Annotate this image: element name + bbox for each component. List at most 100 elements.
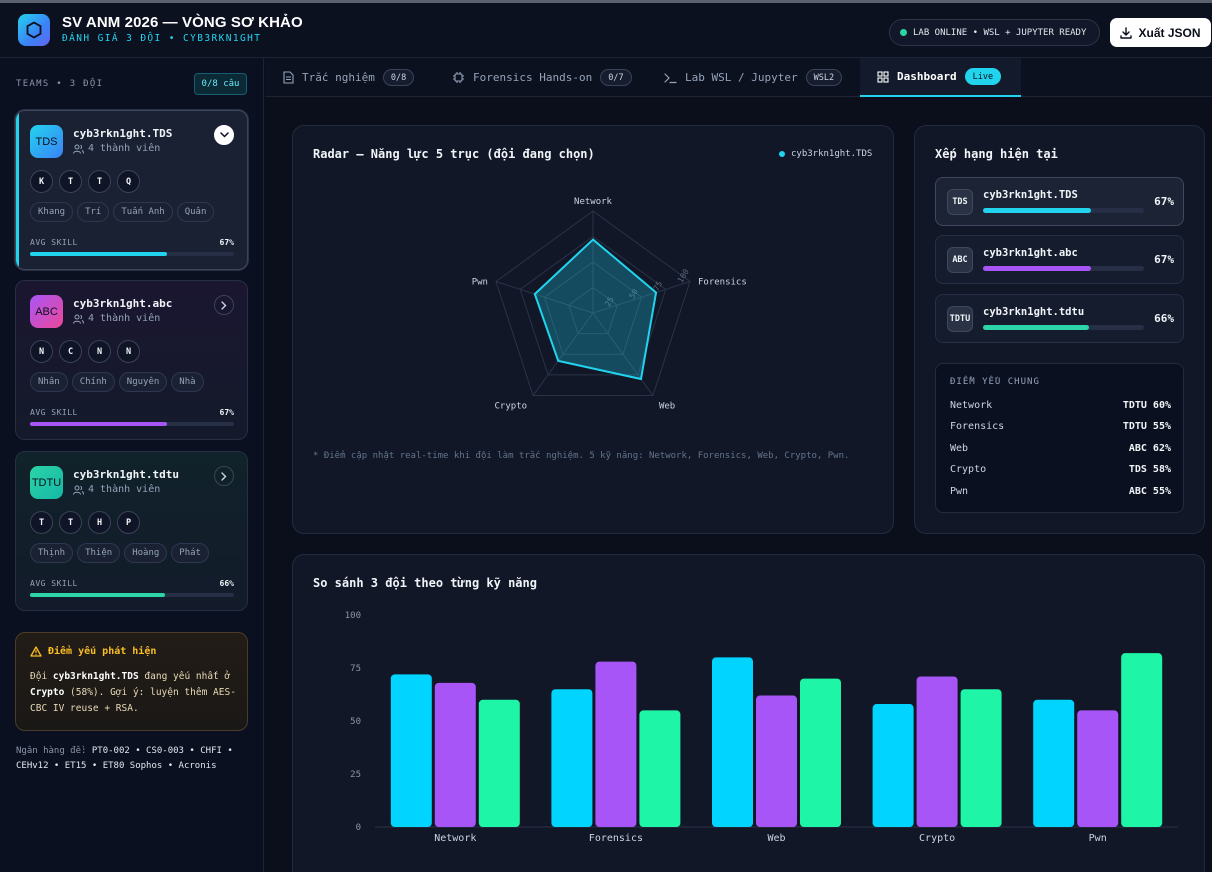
- bar: [1121, 653, 1163, 827]
- compare-title: So sánh 3 đội theo từng kỹ năng: [313, 576, 537, 590]
- alert-middle: đang yếu nhất ở: [138, 671, 231, 682]
- rank-percent: 67%: [1154, 253, 1174, 266]
- rank-progress-fill: [983, 208, 1091, 213]
- weakness-skill: Forensics: [950, 421, 1005, 432]
- y-tick-label: 0: [356, 823, 361, 833]
- bar: [872, 704, 914, 827]
- expand-team-button[interactable]: [214, 295, 234, 315]
- weakness-alert-heading: Điểm yếu phát hiện: [48, 646, 157, 657]
- weakness-value: ABC 62%: [1128, 443, 1171, 454]
- weakness-value: ABC 55%: [1128, 486, 1171, 497]
- member-initial: C: [59, 340, 82, 363]
- bar: [800, 678, 841, 827]
- weakness-skill: Crypto: [950, 464, 987, 475]
- rank-progress-bar: [983, 266, 1144, 271]
- team-card-tds[interactable]: TDS cyb3rkn1ght.TDS 4 thành viên K T T Q…: [15, 110, 248, 270]
- alert-skill: Crypto: [30, 687, 65, 698]
- avg-skill-label: AVG SKILL: [30, 579, 78, 588]
- dashboard-icon: [877, 70, 889, 83]
- team-name: cyb3rkn1ght.tdtu: [73, 468, 179, 481]
- weakness-skill: Pwn: [950, 486, 969, 497]
- common-weakness-box: ĐIỂM YẾU CHUNG Network TDTU 60% Forensics…: [935, 363, 1184, 513]
- member-names: Nhân Chính Nguyên Nhà: [30, 372, 204, 392]
- member-initial: N: [88, 340, 111, 363]
- lab-status-pill: LAB ONLINE • WSL + JUPYTER READY: [889, 19, 1100, 46]
- member-initial: K: [30, 170, 53, 193]
- radar-grid-ring: [495, 210, 691, 397]
- tab-lab[interactable]: Lab WSL / Jupyter WSL2: [664, 58, 843, 97]
- avg-skill-label: AVG SKILL: [30, 238, 78, 247]
- rank-team-name: cyb3rkn1ght.abc: [983, 247, 1078, 259]
- y-tick-label: 25: [350, 770, 361, 780]
- weakness-skill: Network: [950, 400, 993, 411]
- question-bank-value: PT0-002 • CS0-003 • CHFI • CEHv12 • ET15…: [16, 746, 233, 771]
- weakness-value: TDTU 55%: [1122, 421, 1171, 432]
- tab-live-badge: Live: [964, 68, 1002, 85]
- member-name-chip: Chính: [71, 372, 115, 392]
- rank-avatar: TDTU: [947, 306, 973, 332]
- avg-skill-bar: [30, 252, 234, 256]
- bar: [1033, 699, 1075, 827]
- bar: [639, 710, 681, 827]
- weakness-alert-title: Điểm yếu phát hiện: [30, 646, 156, 657]
- rank-row[interactable]: TDS cyb3rkn1ght.TDS 67%: [935, 177, 1184, 226]
- tab-quiz[interactable]: Trắc nghiệm 0/8: [282, 58, 415, 97]
- rank-team-name: cyb3rkn1ght.tdtu: [983, 306, 1085, 318]
- member-initial: N: [30, 340, 53, 363]
- x-tick-label: Pwn: [1089, 833, 1107, 844]
- rank-progress-fill: [983, 325, 1090, 330]
- member-name-chip: Quân: [176, 202, 215, 222]
- avg-skill-fill: [30, 422, 167, 426]
- weakness-alert-text: Đội cyb3rkn1ght.TDS đang yếu nhất ở Cryp…: [30, 669, 236, 717]
- chevron-down-icon: [219, 132, 229, 138]
- tab-forensics[interactable]: Forensics Hands-on 0/7: [452, 58, 632, 97]
- rank-progress-bar: [983, 325, 1144, 330]
- radar-axis-label: Crypto: [495, 402, 528, 412]
- terminal-icon: [664, 72, 677, 83]
- collapse-team-button[interactable]: [214, 125, 234, 145]
- question-bank-label: Ngân hàng đề:: [16, 746, 92, 756]
- expand-team-button[interactable]: [214, 466, 234, 486]
- member-name-chip: Nguyên: [118, 372, 168, 392]
- member-initial: H: [88, 511, 111, 534]
- member-name-chip: Trí: [77, 202, 110, 222]
- app-subtitle: ĐÁNH GIÁ 3 ĐỘI • CYB3RKN1GHT: [62, 33, 262, 44]
- tab-label: Forensics Hands-on: [473, 71, 593, 84]
- tab-count-badge: 0/8: [382, 69, 415, 86]
- member-initial: T: [30, 511, 53, 534]
- rank-row[interactable]: TDTU cyb3rkn1ght.tdtu 66%: [935, 294, 1184, 343]
- export-json-button[interactable]: Xuất JSON: [1110, 18, 1211, 47]
- bar: [390, 674, 432, 827]
- chip-icon: [453, 72, 464, 83]
- avg-skill-value: 66%: [219, 579, 234, 588]
- users-icon: [73, 144, 84, 154]
- bar: [916, 676, 958, 827]
- alert-suffix: (58%). Gợi ý: luyện thêm AES-CBC IV reus…: [30, 687, 236, 714]
- tab-label: Dashboard: [897, 70, 957, 83]
- member-name-chip: Nhà: [171, 372, 204, 392]
- radar-legend-label: cyb3rkn1ght.TDS: [791, 149, 873, 159]
- y-tick-label: 75: [350, 664, 361, 674]
- ranking-title: Xếp hạng hiện tại: [935, 147, 1058, 161]
- radar-spoke: [592, 281, 691, 314]
- member-name-chip: Tuấn Anh: [113, 202, 173, 222]
- x-tick-label: Network: [434, 833, 476, 844]
- member-name-chip: Hoàng: [124, 543, 168, 563]
- team-members-count: 4 thành viên: [88, 484, 161, 495]
- radar-axis-label: Pwn: [472, 277, 488, 287]
- legend-dot-icon: [779, 151, 785, 157]
- rank-row[interactable]: ABC cyb3rkn1ght.abc 67%: [935, 235, 1184, 284]
- team-members: 4 thành viên: [73, 313, 160, 324]
- tab-label: Trắc nghiệm: [302, 71, 375, 84]
- compare-panel: So sánh 3 đội theo từng kỹ năng 0 25 50 75 1…: [292, 554, 1205, 872]
- tab-dashboard[interactable]: Dashboard Live: [860, 58, 1021, 97]
- weakness-row: Forensics TDTU 55%: [950, 421, 1171, 432]
- team-card-abc[interactable]: ABC cyb3rkn1ght.abc 4 thành viên N C N N…: [15, 280, 248, 440]
- radar-panel: Radar — Năng lực 5 trục (đội đang chọn) …: [292, 125, 894, 534]
- lab-status-text: LAB ONLINE • WSL + JUPYTER READY: [913, 27, 1087, 38]
- radar-note: * Điểm cập nhật real-time khi đội làm tr…: [313, 451, 850, 461]
- member-initial: N: [117, 340, 140, 363]
- team-card-tdtu[interactable]: TDTU cyb3rkn1ght.tdtu 4 thành viên T T H…: [15, 451, 248, 611]
- rank-avatar: TDS: [947, 189, 973, 215]
- hexagon-icon: [26, 21, 42, 39]
